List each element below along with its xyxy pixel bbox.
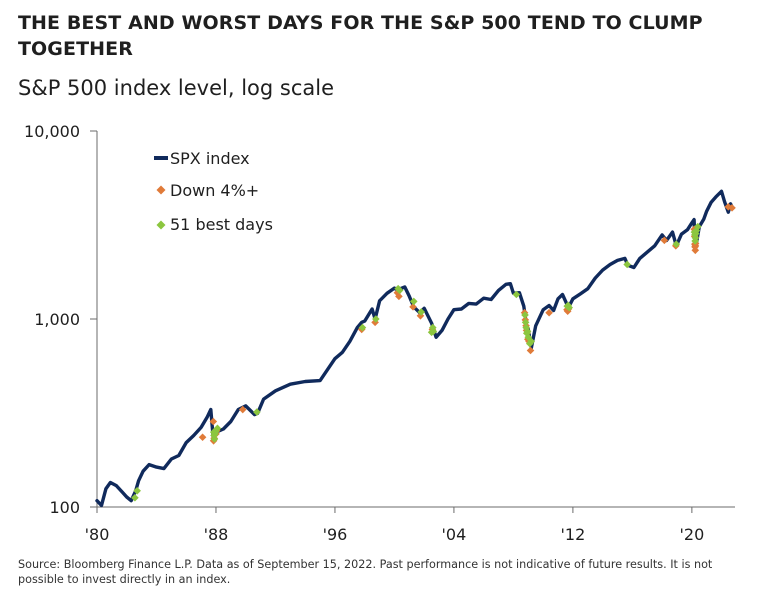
x-axis-ticks: '80 '88 '96 '04 '12 '20 <box>85 507 704 544</box>
best-day-marker <box>521 318 530 327</box>
down-4pct-marker <box>209 417 218 426</box>
best-day-marker <box>694 222 702 231</box>
down-4pct-marker <box>526 346 535 355</box>
x-tick-label: '88 <box>204 525 229 544</box>
y-tick-label: 1,000 <box>34 310 80 329</box>
down-4pct-marker <box>409 303 417 311</box>
down-4pct-marker <box>545 308 553 317</box>
best-day-marker <box>523 327 532 336</box>
legend-label-best: 51 best days <box>170 215 273 234</box>
series-layer <box>95 189 736 508</box>
legend: SPX index Down 4%+ 51 best days <box>154 149 273 234</box>
down-4pct-marker <box>393 288 402 297</box>
down-4pct-marker <box>691 246 700 255</box>
best-day-marker <box>409 297 418 306</box>
spx-index-line <box>95 189 734 508</box>
best-day-marker <box>429 323 437 332</box>
legend-swatch-down <box>156 185 166 195</box>
best-day-marker <box>210 435 219 443</box>
chart-title: THE BEST AND WORST DAYS FOR THE S&P 500 … <box>18 12 703 60</box>
best-day-marker <box>512 290 521 299</box>
best-day-marker <box>211 427 220 436</box>
best-day-marker <box>417 308 426 316</box>
best-day-marker <box>133 486 141 495</box>
best-day-marker <box>213 424 222 433</box>
best-day-marker <box>521 311 529 319</box>
best-day-marker <box>527 337 536 346</box>
legend-label-down: Down 4%+ <box>170 181 259 200</box>
x-tick-label: '80 <box>85 525 110 544</box>
legend-label-spx: SPX index <box>170 149 250 168</box>
legend-swatch-best <box>156 220 166 230</box>
down-4pct-marker <box>238 405 247 414</box>
best-day-marker <box>691 234 700 242</box>
chart-subtitle: S&P 500 index level, log scale <box>18 76 335 100</box>
down-4pct-marker <box>395 292 403 301</box>
best-day-marker <box>358 323 367 332</box>
best-day-marker <box>672 240 681 248</box>
x-tick-label: '20 <box>679 525 704 544</box>
best-day-marker <box>372 315 380 323</box>
y-axis-ticks: 100 1,000 10,000 <box>24 122 97 517</box>
best-day-marker <box>623 260 631 269</box>
best-day-marker <box>131 493 139 502</box>
y-tick-label: 100 <box>49 498 80 517</box>
y-tick-label: 10,000 <box>24 122 80 141</box>
down-4pct-marker <box>660 236 669 245</box>
x-tick-label: '04 <box>442 525 467 544</box>
source-footnote: Source: Bloomberg Finance L.P. Data as o… <box>18 558 713 586</box>
best-day-marker <box>253 408 261 416</box>
down-4pct-marker <box>198 433 207 442</box>
x-tick-label: '12 <box>561 525 586 544</box>
best-day-marker <box>395 286 404 295</box>
down-4pct-marker <box>728 204 736 212</box>
x-tick-label: '96 <box>323 525 348 544</box>
best-day-marker <box>565 303 573 312</box>
best-day-marker <box>429 327 438 336</box>
